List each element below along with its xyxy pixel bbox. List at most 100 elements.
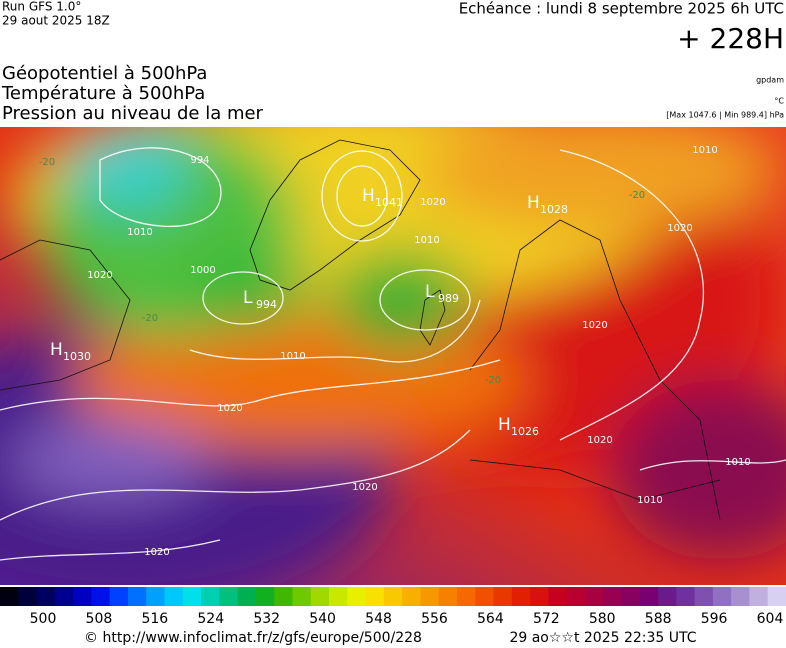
color-swatch	[109, 587, 129, 606]
color-swatch	[0, 587, 19, 606]
isobar-label: 1010	[414, 235, 439, 246]
field-title: Pression au niveau de la mer	[2, 103, 264, 124]
isobar	[559, 149, 705, 441]
color-swatch	[438, 587, 458, 606]
color-swatch	[91, 587, 111, 606]
center-value: 994	[256, 298, 277, 311]
color-swatch	[54, 587, 74, 606]
color-swatch	[127, 587, 147, 606]
color-swatch	[767, 587, 786, 606]
footer-timestamp: 29 ao☆☆t 2025 22:35 UTC	[509, 630, 696, 646]
color-swatch	[475, 587, 495, 606]
isobar-label: 1020	[352, 482, 377, 493]
color-swatch	[383, 587, 403, 606]
temperature-label: -20	[629, 190, 645, 201]
isobar-label: 1020	[144, 547, 169, 558]
isobar-label: 1000	[190, 265, 215, 276]
unit: [Max 1047.6 | Min 989.4] hPa	[666, 111, 784, 120]
center-letter: L	[243, 288, 253, 308]
isobar-label: 994	[190, 155, 209, 166]
unit: °C	[774, 97, 784, 106]
isobar-label: 1020	[667, 223, 692, 234]
isobar	[99, 147, 222, 228]
isobar-label: 1010	[725, 457, 750, 468]
run-date: 29 aout 2025 18Z	[2, 14, 110, 28]
colorbar-tick-label: 548	[365, 611, 392, 627]
isobar-label: 1020	[587, 435, 612, 446]
color-swatch	[603, 587, 622, 606]
color-swatch	[712, 587, 732, 606]
colorbar-tick-label: 580	[589, 611, 616, 627]
colorbar-tick-label: 508	[86, 611, 113, 627]
center-value: 989	[438, 292, 459, 305]
color-swatch	[347, 587, 367, 606]
colorbar-tick-label: 604	[757, 611, 784, 627]
color-swatch	[255, 587, 275, 606]
center-value: 1028	[540, 203, 568, 216]
color-swatch	[182, 587, 202, 606]
colorbar-tick-label: 572	[533, 611, 560, 627]
isobar	[639, 459, 786, 471]
isobar-label: 1020	[217, 403, 242, 414]
color-swatch	[164, 587, 184, 606]
color-swatch	[731, 587, 750, 606]
color-swatch	[584, 587, 604, 606]
center-value: 1041	[375, 196, 403, 209]
color-swatch	[402, 587, 421, 606]
colorbar-tick-label: 556	[421, 611, 448, 627]
isobar	[0, 429, 471, 521]
center-letter: H	[50, 340, 63, 360]
color-swatch	[201, 587, 220, 606]
isobar-label: 1010	[280, 351, 305, 362]
isobar-label: 1010	[127, 227, 152, 238]
center-value: 1026	[511, 425, 539, 438]
coastline	[0, 139, 421, 391]
colorbar-tick-label: 500	[30, 611, 57, 627]
color-swatch	[548, 587, 568, 606]
color-swatch	[566, 587, 586, 606]
color-swatch	[292, 587, 312, 606]
color-swatch	[456, 587, 476, 606]
center-letter: H	[527, 193, 540, 213]
isobar	[202, 271, 284, 325]
isobar-label: 1020	[87, 270, 112, 281]
run: Run GFS 1.0°	[2, 0, 81, 14]
temperature-label: -20	[485, 375, 501, 386]
center-letter: H	[498, 415, 511, 435]
lead-time: + 228H	[677, 22, 784, 55]
colorbar-tick-label: 532	[253, 611, 280, 627]
colorbar-tick-label: 588	[645, 611, 672, 627]
colorbar-tick-label: 524	[197, 611, 224, 627]
isobar	[0, 539, 221, 561]
color-swatch	[493, 587, 513, 606]
colorbar-tick-label: 540	[309, 611, 336, 627]
colorbar: 500 508 516 524 532 540 548 556 564 572 580 588 596 6…	[0, 587, 786, 627]
color-swatch	[530, 587, 549, 606]
color-swatch	[639, 587, 659, 606]
color-swatch	[310, 587, 330, 606]
field-title: Géopotentiel à 500hPa	[2, 63, 207, 84]
colorbar-tick-label: 596	[701, 611, 728, 627]
temperature-label: -20	[142, 313, 158, 324]
center-letter: H	[362, 186, 375, 206]
isobar-label: 1010	[692, 145, 717, 156]
isobar-label: 1020	[420, 197, 445, 208]
isobar-label: 1020	[582, 320, 607, 331]
isobar	[0, 359, 501, 411]
color-swatch	[420, 587, 440, 606]
echeance: Echéance : lundi 8 septembre 2025 6h UTC	[459, 0, 784, 18]
color-swatch	[18, 587, 38, 606]
color-swatch	[274, 587, 293, 606]
isobar-label: 1010	[637, 495, 662, 506]
color-swatch	[237, 587, 257, 606]
color-swatch	[621, 587, 641, 606]
isobar	[189, 299, 481, 363]
color-swatch	[365, 587, 385, 606]
color-swatch	[146, 587, 166, 606]
color-swatch	[676, 587, 696, 606]
isobar	[321, 150, 403, 242]
field-title: Température à 500hPa	[1, 83, 205, 104]
center-value: 1030	[63, 350, 91, 363]
field-shading	[0, 127, 786, 585]
